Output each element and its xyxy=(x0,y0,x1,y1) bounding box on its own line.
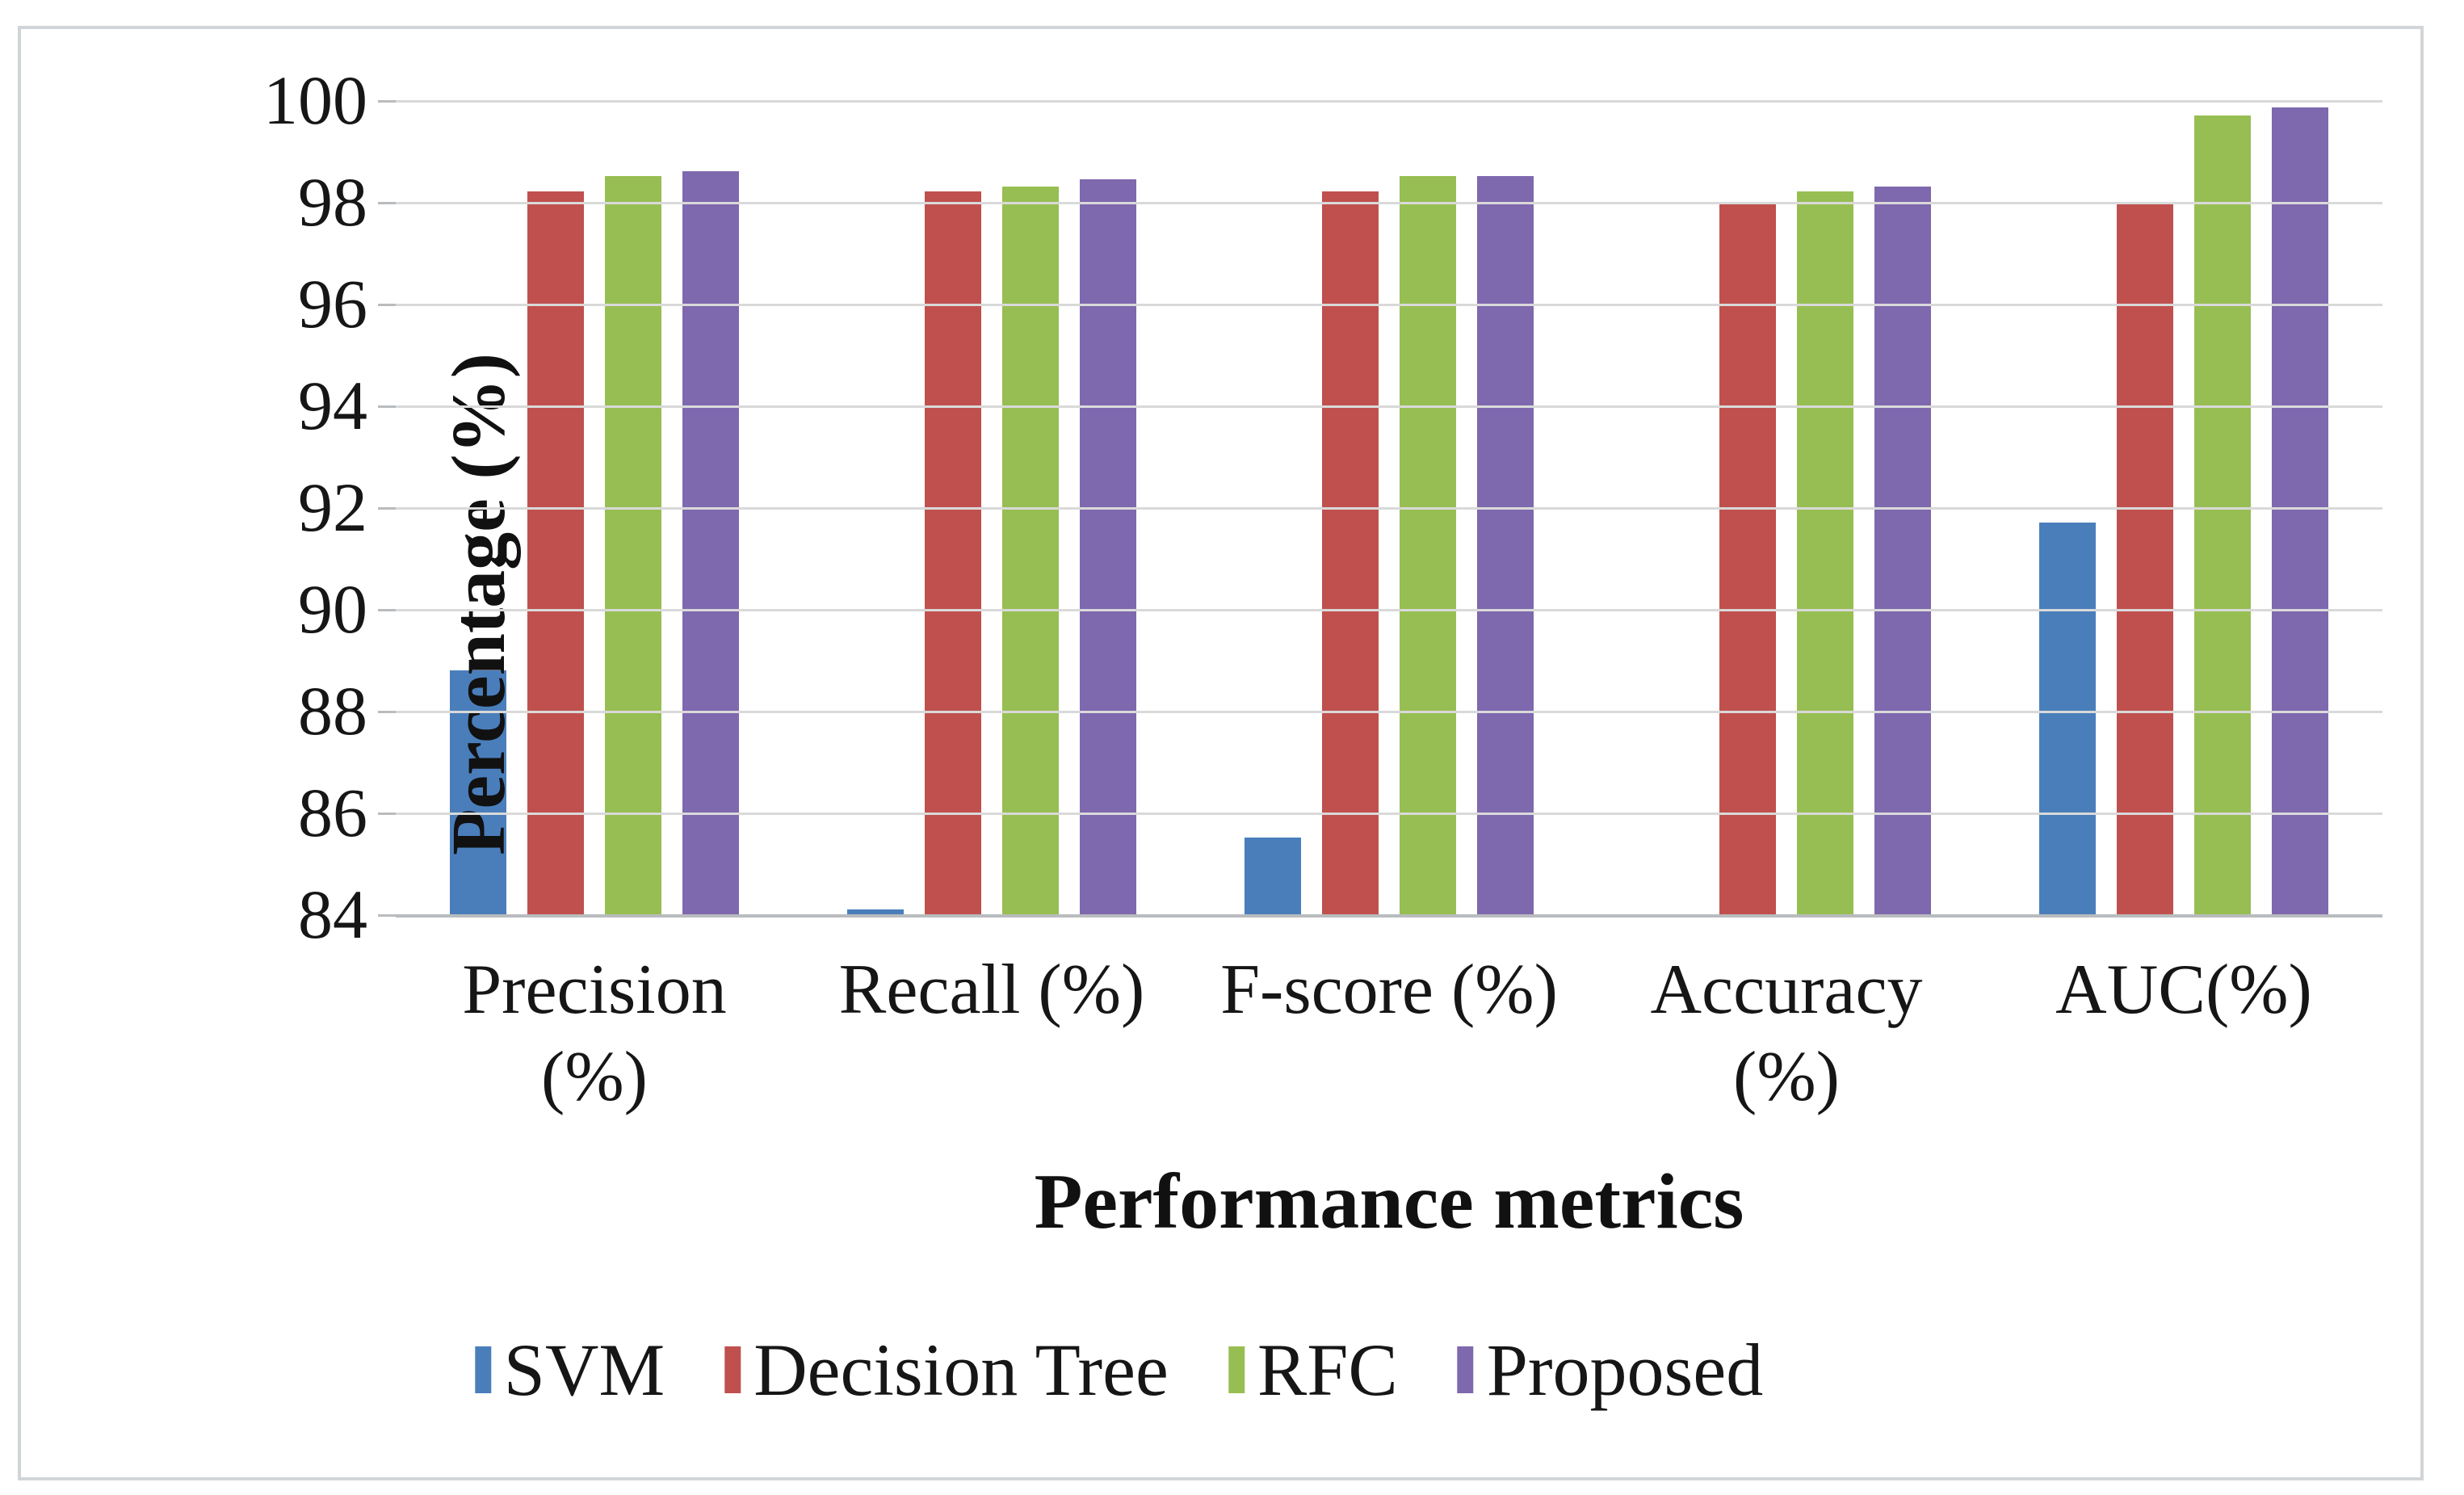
bar-rfc xyxy=(605,176,661,914)
bar-decision-tree xyxy=(925,191,981,914)
bar-decision-tree xyxy=(527,191,584,914)
legend-item-rfc: RFC xyxy=(1228,1329,1398,1410)
y-tick-label-84: 84 xyxy=(298,876,367,953)
bar-group-auc xyxy=(1985,100,2382,914)
legend-item-svm: SVM xyxy=(474,1329,665,1411)
bar-proposed xyxy=(1080,179,1136,914)
y-axis-tick xyxy=(378,507,396,510)
bar-rfc xyxy=(2194,115,2251,914)
legend: SVM Decision Tree RFC Proposed xyxy=(474,1329,1764,1411)
x-category-label: Accuracy (%) xyxy=(1650,951,1923,1116)
bar-decision-tree xyxy=(1322,191,1379,914)
gridline-92 xyxy=(396,507,2382,510)
bar-rfc xyxy=(1400,176,1456,914)
bar-proposed xyxy=(2272,107,2328,914)
x-category-label: AUC(%) xyxy=(2055,951,2312,1029)
y-axis-tick xyxy=(378,609,396,611)
bar-proposed xyxy=(682,171,739,914)
legend-swatch-icon xyxy=(474,1346,491,1393)
y-axis-tick xyxy=(378,304,396,306)
bar-svm xyxy=(1245,838,1301,914)
legend-label: Decision Tree xyxy=(753,1329,1169,1411)
bar-group-f-score xyxy=(1190,100,1588,914)
bar-rfc xyxy=(1797,191,1853,914)
bar-svm xyxy=(847,909,904,914)
plot-area: Percentage (%) 100 98 96 94 92 90 88 86 84 xyxy=(263,65,2382,949)
y-axis-tick xyxy=(378,405,396,408)
y-axis-tick xyxy=(378,914,396,917)
x-axis-title: Performance metrics xyxy=(1034,1158,1744,1245)
y-tick-label-88: 88 xyxy=(298,672,367,750)
bar-groups xyxy=(396,100,2382,914)
gridline-84 xyxy=(396,914,2382,918)
y-axis-tick xyxy=(378,711,396,713)
bar-group-recall xyxy=(793,100,1190,914)
gridline-88 xyxy=(396,711,2382,713)
y-axis-tick xyxy=(378,100,396,103)
bar-svm xyxy=(2039,523,2096,914)
y-tick-label-96: 96 xyxy=(298,265,367,342)
y-tick-label-94: 94 xyxy=(298,367,367,444)
gridline-94 xyxy=(396,405,2382,408)
legend-item-decision-tree: Decision Tree xyxy=(724,1329,1169,1410)
gridline-100 xyxy=(396,100,2382,103)
y-tick-label-90: 90 xyxy=(298,570,367,648)
x-category-label: Recall (%) xyxy=(838,951,1145,1029)
y-tick-label-98: 98 xyxy=(298,163,367,241)
y-tick-label-86: 86 xyxy=(298,774,367,851)
gridline-90 xyxy=(396,609,2382,611)
legend-item-proposed: Proposed xyxy=(1457,1329,1764,1411)
x-category-labels: Precision (%) Recall (%) F-score (%) Accurac… xyxy=(396,947,2382,1121)
y-tick-label-92: 92 xyxy=(298,468,367,546)
y-axis-tick xyxy=(378,813,396,815)
bar-proposed xyxy=(1874,187,1931,914)
gridline-86 xyxy=(396,813,2382,815)
bar-proposed xyxy=(1477,176,1534,914)
x-category-label: F-score (%) xyxy=(1220,951,1558,1029)
legend-label: RFC xyxy=(1257,1329,1398,1411)
gridline-96 xyxy=(396,304,2382,306)
bar-rfc xyxy=(1002,187,1059,914)
legend-swatch-icon xyxy=(1457,1346,1474,1393)
legend-swatch-icon xyxy=(1228,1346,1245,1393)
bar-decision-tree xyxy=(2117,202,2173,914)
x-category-label: Precision (%) xyxy=(462,951,727,1116)
gridline-98 xyxy=(396,202,2382,204)
legend-swatch-icon xyxy=(724,1346,741,1393)
bar-group-accuracy xyxy=(1588,100,1985,914)
legend-label: SVM xyxy=(503,1329,665,1411)
y-tick-label-100: 100 xyxy=(263,61,367,139)
y-axis-tick xyxy=(378,202,396,204)
bar-decision-tree xyxy=(1719,202,1776,914)
bar-group-precision xyxy=(396,100,793,914)
legend-label: Proposed xyxy=(1486,1329,1764,1411)
